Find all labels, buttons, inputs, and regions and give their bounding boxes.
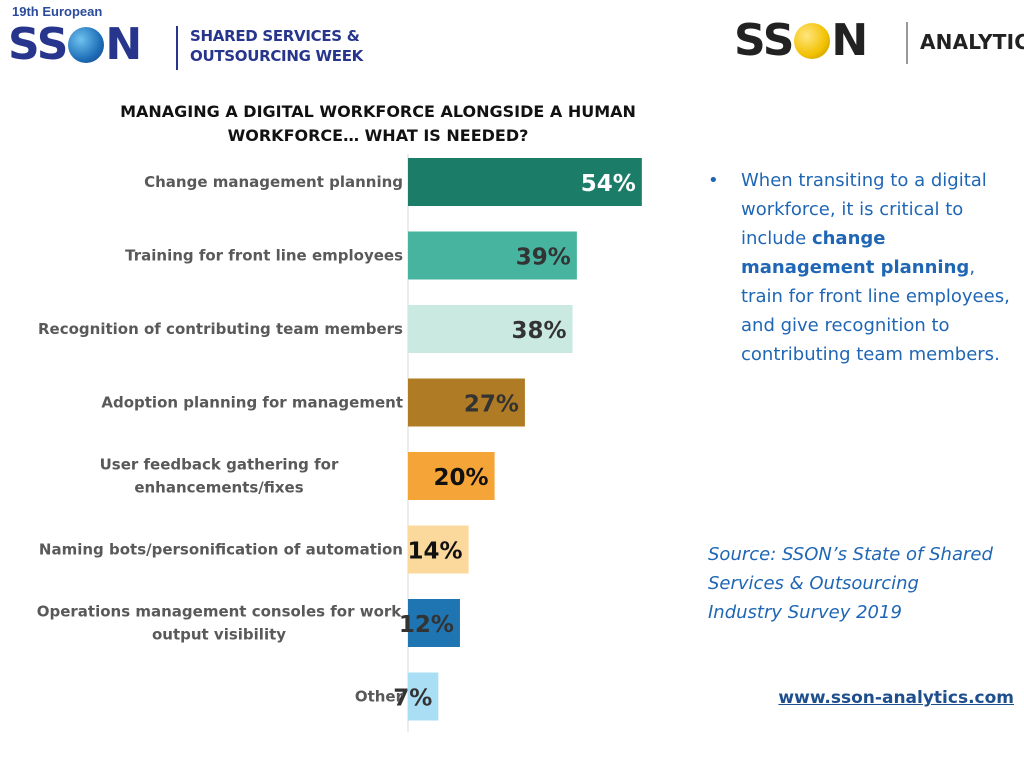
sson-left-s2: S — [36, 19, 69, 70]
insight-emphasis: change management planning — [741, 228, 970, 278]
bar-8 — [408, 672, 439, 721]
event-logo: 19th European SS N SHARED SERVICES & OUTS… — [8, 4, 363, 70]
bar-7 — [408, 599, 460, 647]
globe-icon — [68, 27, 105, 63]
source-note: Source: SSON’s State of Shared Services … — [708, 540, 1020, 627]
chart-title-line-2: WORKFORCE… WHAT IS NEEDED? — [227, 126, 529, 145]
logo-divider — [906, 22, 908, 64]
value-label-5: 20% — [434, 465, 489, 491]
category-label-3: Recognition of contributing team members — [38, 320, 403, 338]
insight-part-1: When transiting to a digital workforce, … — [741, 170, 987, 249]
insight-body: When transiting to a digital workforce, … — [741, 166, 1016, 369]
sson-left-s1: S — [8, 19, 38, 70]
logo-divider — [176, 26, 178, 70]
source-line-2: Services & Outsourcing — [708, 573, 919, 594]
event-name-line-2: OUTSOURCING WEEK — [190, 47, 363, 65]
bar-chart: 54% Change management planning 39% Training… — [37, 154, 642, 732]
sson-left-n: N — [105, 19, 142, 70]
bar-2 — [408, 231, 577, 280]
category-label-4: Adoption planning for management — [101, 394, 403, 412]
sson-brand-left: SS N — [8, 19, 142, 70]
bar-3 — [408, 305, 573, 353]
source-line-1: Source: SSON’s State of Shared — [708, 544, 993, 565]
event-kicker: 19th European — [12, 4, 103, 19]
bar-5 — [408, 452, 495, 500]
value-label-2: 39% — [516, 245, 571, 271]
value-label-1: 54% — [581, 171, 636, 197]
value-label-4: 27% — [464, 392, 519, 418]
insight-part-2: , train for front line employees, and gi… — [741, 257, 1010, 365]
analytics-logo: SSN ANALYTICS — [734, 15, 1024, 70]
sson-right-n: N — [831, 15, 868, 66]
bar-6 — [408, 525, 469, 574]
sson-brand-right: SS N — [734, 15, 868, 66]
value-label-6: 14% — [408, 539, 463, 565]
value-label-8: 7% — [393, 686, 432, 712]
globe-icon — [794, 23, 831, 59]
value-label-3: 38% — [511, 318, 566, 344]
event-name: SHARED SERVICES & OUTSOURCING WEEK — [190, 26, 363, 66]
category-label-6: Naming bots/personification of automatio… — [39, 541, 403, 559]
bullet-icon: • — [708, 170, 719, 191]
event-name-line-1: SHARED SERVICES & — [190, 27, 360, 45]
chart-title: MANAGING A DIGITAL WORKFORCE ALONGSIDE A… — [60, 100, 696, 148]
value-label-7: 12% — [399, 612, 454, 638]
chart-title-line-1: MANAGING A DIGITAL WORKFORCE ALONGSIDE A… — [120, 102, 636, 121]
category-label-8: Other — [355, 688, 404, 706]
category-label-7: Operations management consoles for work o… — [37, 603, 403, 644]
sson-right-s1: S — [734, 15, 764, 66]
sson-right-s2: S — [762, 15, 795, 66]
analytics-wordmark: ANALYTICS — [920, 30, 1024, 54]
category-label-1: Change management planning — [144, 173, 403, 191]
source-line-3: Industry Survey 2019 — [708, 602, 902, 623]
insight-text: • When transiting to a digital workforce… — [708, 166, 1016, 369]
website-link[interactable]: www.sson-analytics.com — [778, 688, 1014, 708]
bar-4 — [408, 378, 525, 427]
category-label-5: User feedback gathering for enhancements/… — [100, 456, 339, 497]
bar-1 — [408, 158, 642, 206]
category-label-2: Training for front line employees — [125, 247, 403, 265]
